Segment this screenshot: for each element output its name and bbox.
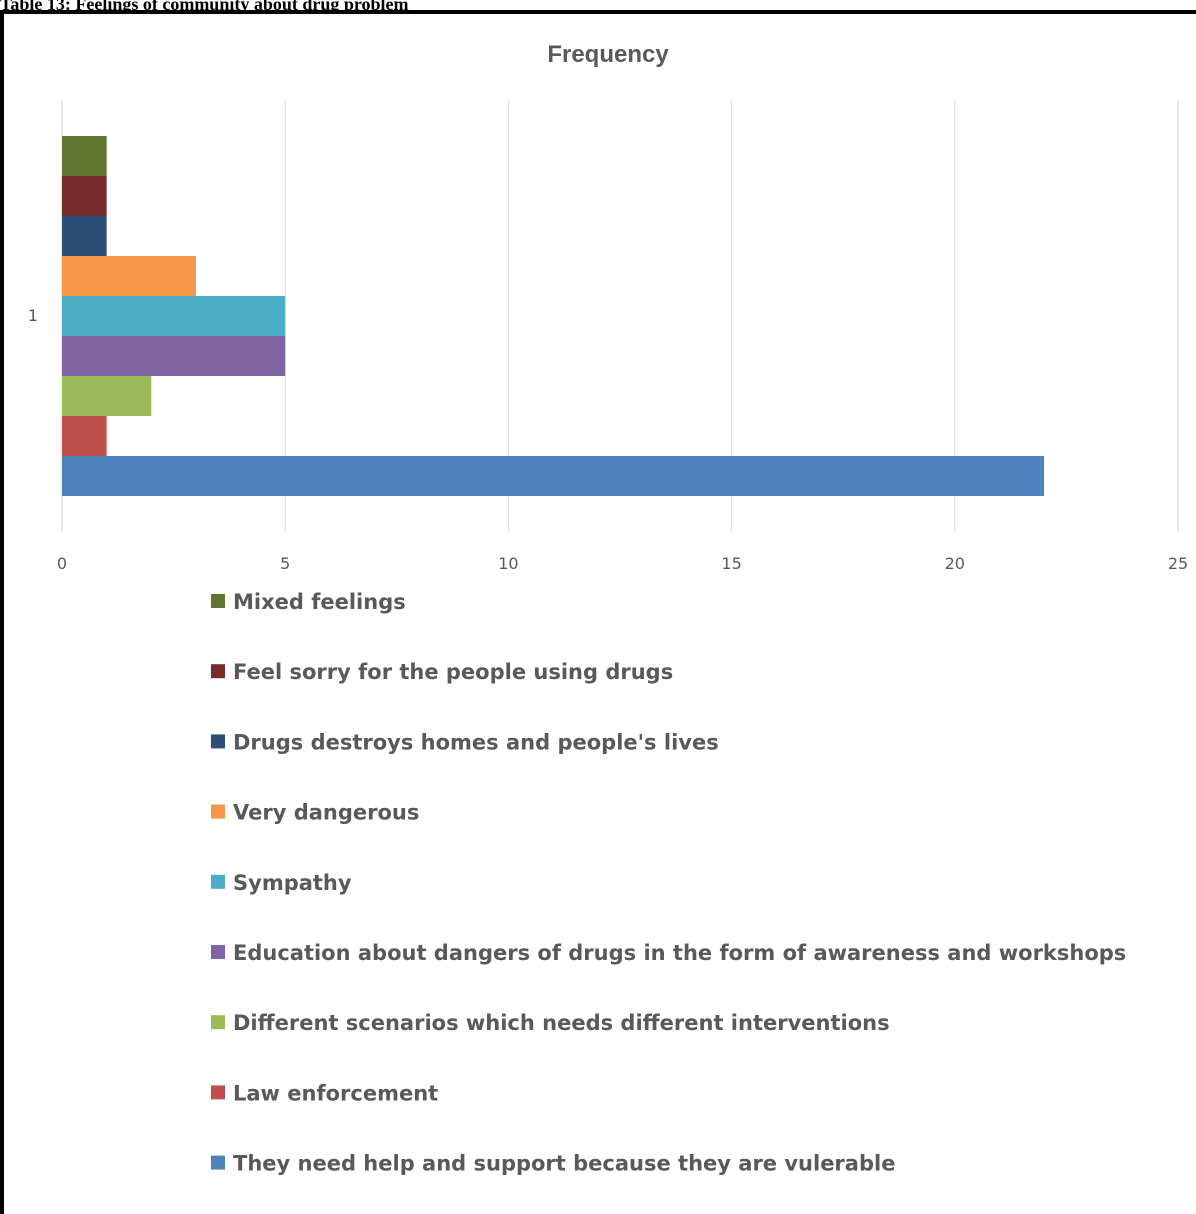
- legend-swatch: [211, 664, 225, 679]
- bar: [62, 376, 152, 416]
- legend-label: Sympathy: [233, 871, 352, 895]
- legend-label: Mixed feelings: [233, 590, 406, 614]
- legend-label: Very dangerous: [233, 801, 419, 825]
- legend-label: Drugs destroys homes and people's lives: [233, 730, 719, 754]
- bar: [62, 176, 107, 216]
- legend-swatch: [211, 734, 225, 749]
- x-tick-label: 15: [721, 554, 741, 573]
- bar: [62, 456, 1045, 496]
- y-category-label: 1: [28, 306, 38, 325]
- x-tick-label: 10: [498, 554, 518, 573]
- bar: [62, 256, 196, 296]
- legend-label: Feel sorry for the people using drugs: [233, 660, 673, 684]
- legend-swatch: [211, 945, 225, 959]
- x-tick-label: 0: [57, 554, 67, 573]
- chart-title: Frequency: [547, 41, 669, 68]
- bar: [62, 416, 107, 456]
- legend-swatch: [211, 804, 225, 819]
- bar: [62, 216, 107, 256]
- legend-swatch: [211, 594, 225, 608]
- x-tick-label: 25: [1168, 554, 1188, 573]
- x-tick-label: 20: [945, 554, 965, 573]
- x-tick-label: 5: [280, 554, 290, 573]
- bar: [62, 296, 286, 336]
- legend-label: Law enforcement: [233, 1081, 438, 1105]
- bar: [62, 136, 107, 176]
- legend-label: They need help and support because they …: [233, 1152, 895, 1176]
- chart-frame: [0, 10, 1196, 1214]
- legend-swatch: [211, 1155, 225, 1170]
- legend-label: Education about dangers of drugs in the …: [233, 941, 1126, 965]
- legend-swatch: [211, 1085, 225, 1100]
- legend-swatch: [211, 1015, 225, 1030]
- legend-label: Different scenarios which needs differen…: [233, 1011, 890, 1035]
- bar: [62, 336, 286, 376]
- legend-swatch: [211, 874, 225, 889]
